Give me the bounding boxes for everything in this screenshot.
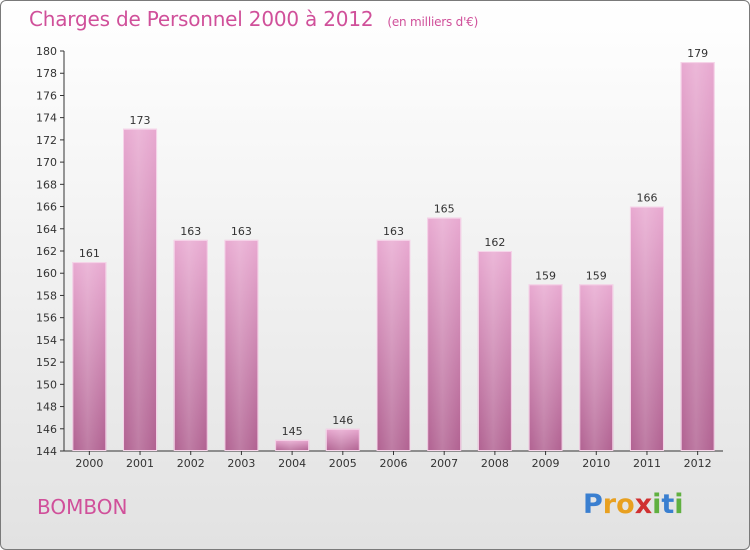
x-tick-label: 2004 <box>278 457 306 470</box>
data-label: 145 <box>282 425 303 438</box>
y-tick-label: 146 <box>36 423 57 436</box>
y-tick-label: 178 <box>36 67 57 80</box>
x-tick-label: 2010 <box>582 457 610 470</box>
bar-highlight <box>275 439 310 451</box>
bar-highlight <box>680 62 715 451</box>
proxiti-logo: Proxiti <box>583 489 684 520</box>
bar-border <box>173 239 208 451</box>
y-tick-label: 148 <box>36 401 57 414</box>
commune-name: BOMBON <box>37 495 128 519</box>
data-label: 173 <box>130 114 151 127</box>
bar-highlight <box>427 217 462 451</box>
x-tick-label: 2006 <box>380 457 408 470</box>
y-tick-label: 176 <box>36 89 57 102</box>
data-label: 163 <box>231 225 252 238</box>
logo-letter: P <box>583 489 603 520</box>
y-tick-label: 160 <box>36 267 57 280</box>
y-tick-label: 154 <box>36 334 57 347</box>
bar-highlight <box>224 239 259 451</box>
logo-letter: i <box>652 489 662 520</box>
x-tick-label: 2011 <box>633 457 661 470</box>
x-tick-label: 2005 <box>329 457 357 470</box>
y-tick-label: 164 <box>36 223 57 236</box>
logo-letter: r <box>602 489 617 520</box>
logo-letter: x <box>634 489 653 520</box>
bar-highlight <box>72 262 107 451</box>
chart-labels: 2000 161 2001 173 2002 163 2003 163 2004 145 2005 1… <box>75 47 711 470</box>
bar-border <box>376 239 411 451</box>
data-label: 159 <box>586 269 607 282</box>
x-tick-label: 2002 <box>177 457 205 470</box>
bar-border <box>629 206 664 451</box>
y-tick-label: 144 <box>36 445 57 458</box>
x-tick-label: 2007 <box>430 457 458 470</box>
y-tick-label: 158 <box>36 289 57 302</box>
y-tick-label: 150 <box>36 378 57 391</box>
bar-border <box>72 262 107 451</box>
bar-highlight <box>173 239 208 451</box>
y-tick-label: 170 <box>36 156 57 169</box>
chart-title: Charges de Personnel 2000 à 2012 (en mill… <box>29 7 478 31</box>
y-tick-label: 174 <box>36 112 57 125</box>
data-label: 165 <box>434 203 455 216</box>
bar-highlight <box>477 251 512 451</box>
y-tick-label: 166 <box>36 201 57 214</box>
bar-border <box>477 251 512 451</box>
logo-letter: t <box>661 489 675 520</box>
x-tick-label: 2001 <box>126 457 154 470</box>
bar-border <box>427 217 462 451</box>
y-tick-label: 168 <box>36 178 57 191</box>
bar-border <box>325 428 360 451</box>
x-tick-label: 2008 <box>481 457 509 470</box>
data-label: 163 <box>383 225 404 238</box>
bar-border <box>123 128 158 451</box>
bar-highlight <box>528 284 563 451</box>
bar-border <box>579 284 614 452</box>
data-label: 179 <box>687 47 708 60</box>
x-tick-label: 2003 <box>227 457 255 470</box>
chart-bars <box>72 62 715 452</box>
data-label: 162 <box>484 236 505 249</box>
y-tick-label: 180 <box>36 45 57 58</box>
bar-highlight <box>629 206 664 451</box>
bar-highlight <box>325 428 360 451</box>
data-label: 161 <box>79 247 100 260</box>
bar-highlight <box>579 284 614 451</box>
data-label: 159 <box>535 269 556 282</box>
chart-subtitle: (en milliers d'€) <box>387 15 479 29</box>
logo-letter: i <box>674 489 684 520</box>
x-tick-label: 2012 <box>684 457 712 470</box>
data-label: 163 <box>180 225 201 238</box>
chart-axes: 144 146 148 150 152 154 156 158 160 162 164 166 168 1… <box>36 45 723 458</box>
y-tick-label: 162 <box>36 245 57 258</box>
bar-border <box>528 284 563 452</box>
logo-letter: o <box>616 489 635 520</box>
bar-border <box>680 62 715 451</box>
bar-border <box>224 239 259 451</box>
bar-border <box>275 439 310 451</box>
x-tick-label: 2009 <box>532 457 560 470</box>
y-tick-label: 156 <box>36 312 57 325</box>
chart-title-text: Charges de Personnel 2000 à 2012 <box>29 7 374 31</box>
y-tick-label: 152 <box>36 356 57 369</box>
data-label: 146 <box>332 414 353 427</box>
bar-highlight <box>376 239 411 451</box>
bar-highlight <box>123 128 158 451</box>
y-tick-label: 172 <box>36 134 57 147</box>
x-tick-label: 2000 <box>75 457 103 470</box>
data-label: 166 <box>636 192 657 205</box>
